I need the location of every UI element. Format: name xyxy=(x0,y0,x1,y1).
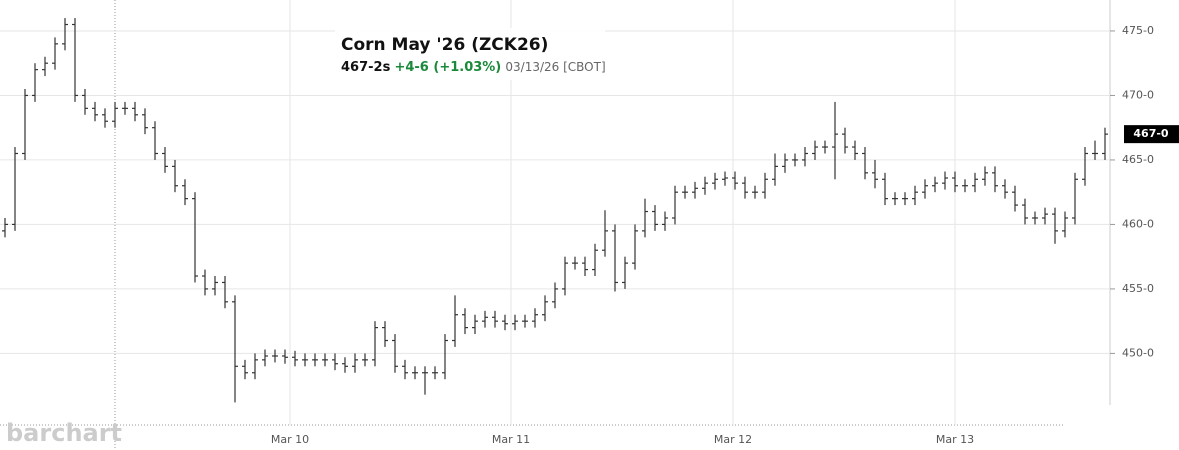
x-tick-label: Mar 10 xyxy=(271,433,309,446)
quote-line: 467-2s +4-6 (+1.03%) 03/13/26 [CBOT] xyxy=(341,60,606,75)
legend-box xyxy=(335,28,605,80)
watermark: barchart xyxy=(6,419,122,447)
y-tick-label: 460-0 xyxy=(1122,217,1154,230)
y-tick-label: 455-0 xyxy=(1122,282,1154,295)
quote-price: 467-2s xyxy=(341,60,391,75)
quote-date: 03/13/26 [CBOT] xyxy=(505,60,605,74)
x-tick-label: Mar 13 xyxy=(936,433,974,446)
y-tick-label: 475-0 xyxy=(1122,24,1154,37)
x-tick-label: Mar 12 xyxy=(714,433,752,446)
y-tick-label: 465-0 xyxy=(1122,153,1154,166)
x-tick-label: Mar 11 xyxy=(492,433,530,446)
y-tick-label: 450-0 xyxy=(1122,346,1154,359)
quote-change: +4-6 (+1.03%) xyxy=(394,60,501,75)
last-price-label: 467-0 xyxy=(1133,127,1169,140)
y-tick-label: 470-0 xyxy=(1122,88,1154,101)
last-price-tag xyxy=(1124,125,1179,144)
symbol-title: Corn May '26 (ZCK26) xyxy=(341,35,548,55)
